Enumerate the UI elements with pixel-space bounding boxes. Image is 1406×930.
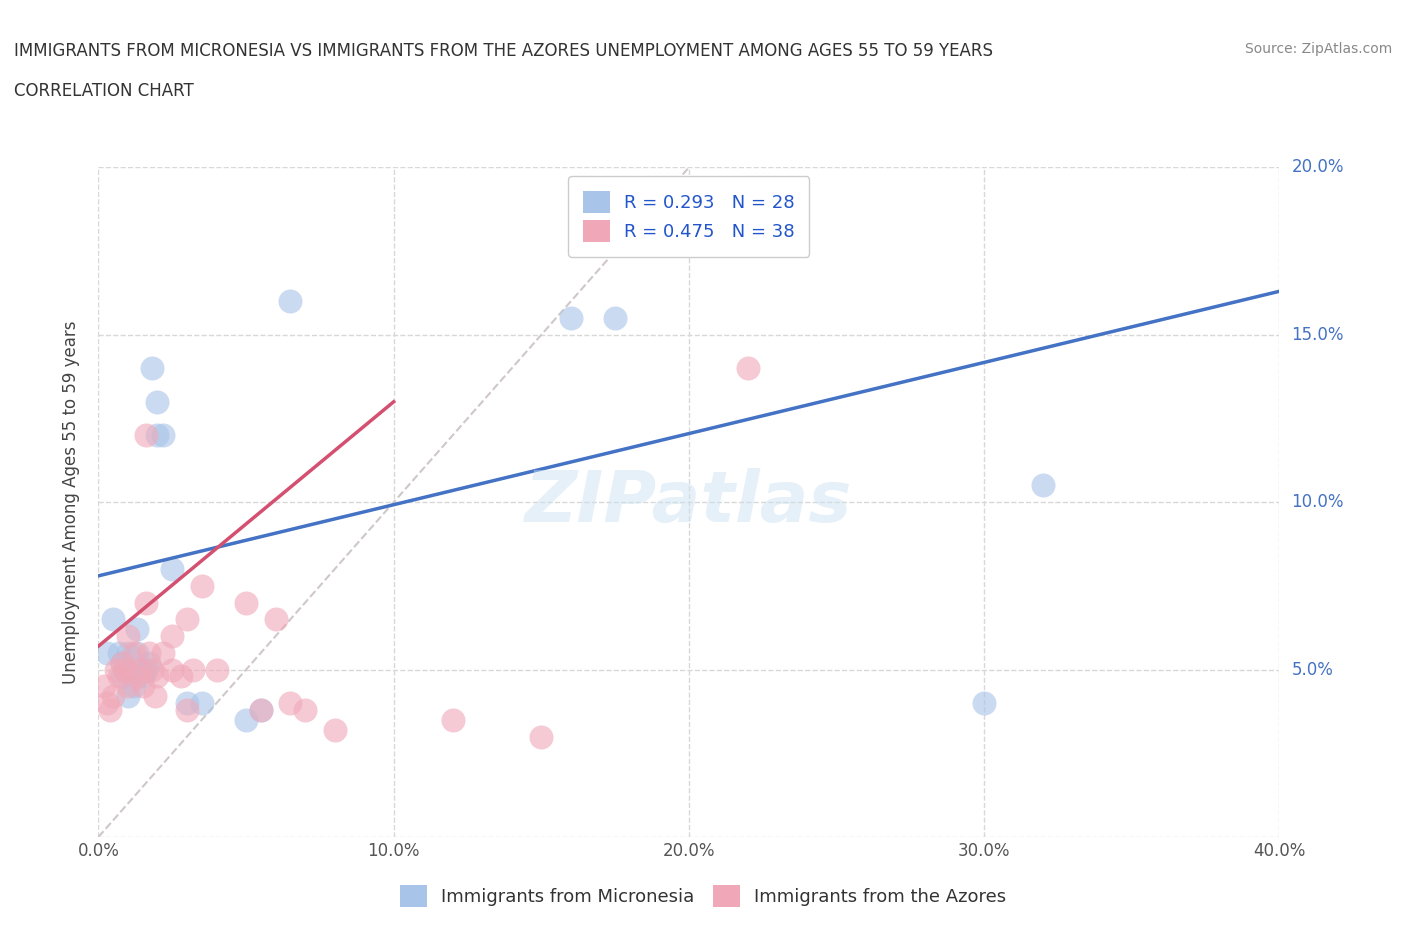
Point — [132, 669, 155, 684]
Point — [146, 428, 169, 443]
Point — [441, 712, 464, 727]
Text: IMMIGRANTS FROM MICRONESIA VS IMMIGRANTS FROM THE AZORES UNEMPLOYMENT AMONG AGES: IMMIGRANTS FROM MICRONESIA VS IMMIGRANTS… — [14, 42, 993, 60]
Point — [138, 656, 160, 671]
Point — [191, 578, 214, 593]
Point — [111, 656, 134, 671]
Point — [205, 662, 228, 677]
Point — [560, 311, 582, 325]
Point — [152, 645, 174, 660]
Point — [125, 669, 148, 684]
Point — [135, 595, 157, 610]
Point — [141, 361, 163, 376]
Point — [141, 662, 163, 677]
Point — [146, 394, 169, 409]
Point — [108, 669, 131, 684]
Point — [117, 679, 139, 694]
Point — [103, 689, 125, 704]
Text: ZIPatlas: ZIPatlas — [526, 468, 852, 537]
Point — [122, 679, 145, 694]
Point — [143, 689, 166, 704]
Point — [103, 612, 125, 627]
Point — [117, 629, 139, 644]
Point — [125, 622, 148, 637]
Y-axis label: Unemployment Among Ages 55 to 59 years: Unemployment Among Ages 55 to 59 years — [62, 321, 80, 684]
Legend: Immigrants from Micronesia, Immigrants from the Azores: Immigrants from Micronesia, Immigrants f… — [391, 876, 1015, 916]
Point — [98, 702, 121, 717]
Point — [125, 645, 148, 660]
Point — [114, 662, 136, 677]
Point — [973, 696, 995, 711]
Point — [138, 645, 160, 660]
Point — [176, 702, 198, 717]
Point — [146, 669, 169, 684]
Point — [235, 712, 257, 727]
Text: 5.0%: 5.0% — [1291, 660, 1333, 679]
Point — [111, 669, 134, 684]
Point — [170, 669, 193, 684]
Point — [111, 656, 134, 671]
Point — [117, 689, 139, 704]
Text: Source: ZipAtlas.com: Source: ZipAtlas.com — [1244, 42, 1392, 56]
Point — [152, 428, 174, 443]
Point — [105, 662, 128, 677]
Point — [176, 696, 198, 711]
Point — [162, 562, 183, 577]
Point — [117, 645, 139, 660]
Point — [181, 662, 204, 677]
Text: CORRELATION CHART: CORRELATION CHART — [14, 82, 194, 100]
Point — [530, 729, 553, 744]
Point — [114, 662, 136, 677]
Point — [128, 662, 150, 677]
Point — [278, 294, 302, 309]
Point — [737, 361, 759, 376]
Point — [96, 696, 118, 711]
Point — [235, 595, 257, 610]
Point — [294, 702, 316, 717]
Point — [135, 662, 157, 677]
Point — [264, 612, 287, 627]
Text: 20.0%: 20.0% — [1291, 158, 1344, 177]
Point — [250, 702, 273, 717]
Point — [162, 629, 183, 644]
Point — [176, 612, 198, 627]
Text: 10.0%: 10.0% — [1291, 493, 1344, 512]
Point — [323, 723, 346, 737]
Point — [1032, 478, 1054, 493]
Point — [96, 645, 118, 660]
Point — [132, 679, 155, 694]
Point — [162, 662, 183, 677]
Point — [122, 645, 145, 660]
Point — [250, 702, 273, 717]
Point — [108, 645, 131, 660]
Point — [278, 696, 302, 711]
Point — [191, 696, 214, 711]
Legend: R = 0.293   N = 28, R = 0.475   N = 38: R = 0.293 N = 28, R = 0.475 N = 38 — [568, 177, 810, 257]
Point — [605, 311, 627, 325]
Point — [135, 428, 157, 443]
Text: 15.0%: 15.0% — [1291, 326, 1344, 344]
Point — [93, 679, 115, 694]
